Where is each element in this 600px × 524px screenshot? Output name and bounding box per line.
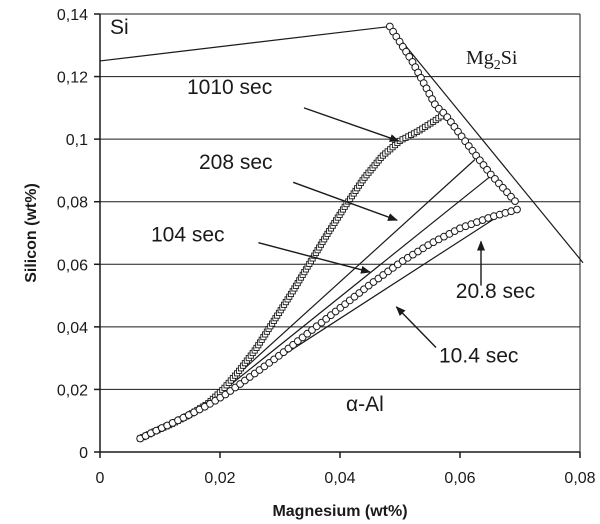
y-tick-label: 0,06 [57,257,88,274]
annotation-arrow-1010-sec [303,107,400,142]
y-tick-label: 0,14 [57,7,88,24]
phase-label-mg2si-subscript: 2 [494,58,501,73]
y-axis-ticks: 0 0,02 0,04 0,06 0,08 0,1 0,12 0,14 [57,7,100,462]
phase-label-mg2si-main: Mg [466,47,494,69]
y-tick-label: 0,08 [57,195,88,212]
annotation-label-104-sec: 104 sec [151,223,225,246]
y-tick-label: 0,04 [57,320,88,337]
x-axis-ticks: 0 0,02 0,04 0,06 0,08 [96,452,596,487]
annotation-arrow-10-4-sec [395,306,437,348]
series-markers-10-4-sec [136,205,521,443]
phase-boundaries [99,25,584,264]
phase-boundary-line [99,25,390,62]
y-axis-title: Silicon (wt%) [23,183,40,283]
y-tick-label: 0,12 [57,70,88,87]
y-tick-label: 0 [79,445,88,462]
x-tick-label: 0,04 [324,470,355,487]
data-point-liquidus [511,197,519,206]
phase-boundary-line [389,26,584,264]
data-point-10-4-sec [513,205,521,214]
x-tick-label: 0,02 [204,470,235,487]
annotation-label-20-8-sec: 20.8 sec [456,280,535,303]
annotation-label-1010-sec: 1010 sec [187,76,272,99]
annotation-label-208-sec: 208 sec [199,151,273,174]
series-markers-1010-sec [137,113,445,442]
series-markers [136,22,521,443]
annotation-arrow-104-sec [258,242,371,274]
series-markers-liquidus [385,22,519,206]
x-tick-label: 0,08 [564,470,595,487]
y-tick-label: 0,02 [57,382,88,399]
annotation-label-10-4-sec: 10.4 sec [439,345,518,368]
phase-label-si: Si [110,16,129,39]
x-axis-title: Magnesium (wt%) [272,503,407,520]
annotations: 1010 sec 208 sec 104 sec 20.8 sec 10.4 sec [151,76,535,368]
phase-label-alpha-al: α-Al [346,393,384,416]
series-line-208-sec [210,159,476,400]
series-line-104-sec [210,176,491,401]
x-tick-label: 0 [96,470,105,487]
gridlines [100,13,581,452]
x-tick-label: 0,06 [444,470,475,487]
annotation-arrow-208-sec [292,181,398,221]
phase-label-mg2si-tail: Si [501,47,518,69]
y-tick-label: 0,1 [66,132,88,149]
phase-label-mg2si: Mg2Si [466,47,518,73]
series-line-1010-sec [139,115,443,440]
